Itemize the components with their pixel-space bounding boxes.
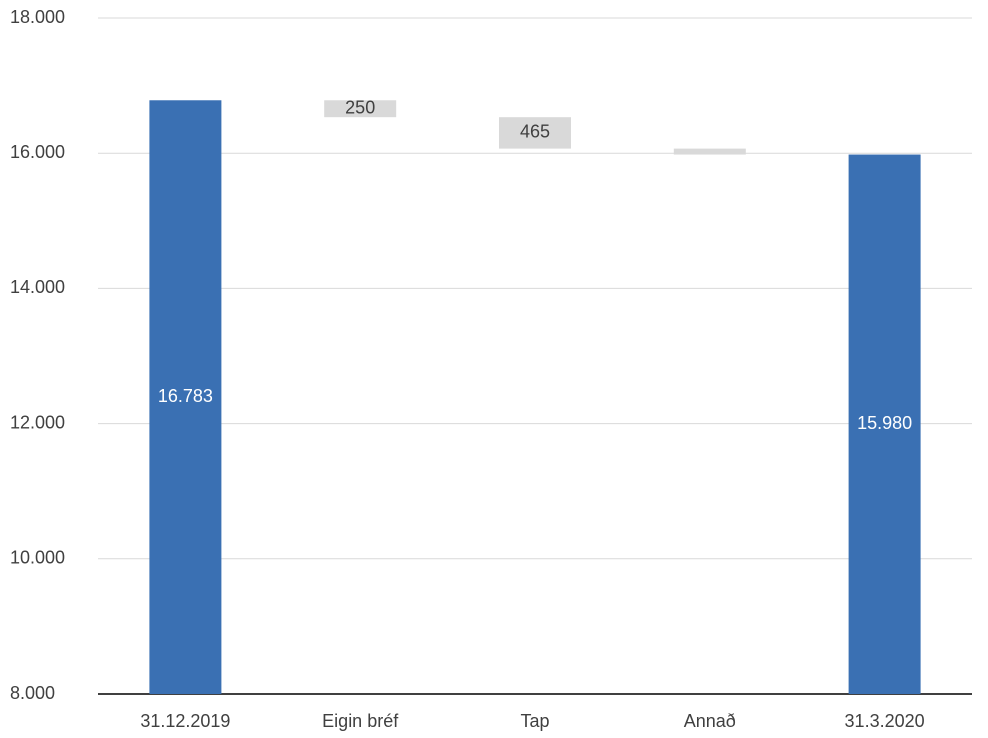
x-tick-label: 31.3.2020 bbox=[845, 711, 925, 731]
y-tick-label: 12.000 bbox=[10, 412, 65, 432]
y-tick-label: 18.000 bbox=[10, 7, 65, 27]
y-tick-label: 16.000 bbox=[10, 142, 65, 162]
x-tick-label: Tap bbox=[520, 711, 549, 731]
bar bbox=[499, 117, 571, 149]
bar bbox=[149, 100, 222, 694]
bar bbox=[324, 100, 397, 118]
y-tick-label: 10.000 bbox=[10, 548, 65, 568]
bar bbox=[848, 154, 921, 694]
data-label: 465 bbox=[520, 122, 550, 142]
x-tick-label: Eigin bréf bbox=[322, 711, 399, 731]
y-tick-label: 14.000 bbox=[10, 277, 65, 297]
data-label: 15.980 bbox=[857, 413, 912, 433]
x-tick-label: 31.12.2019 bbox=[140, 711, 230, 731]
bar bbox=[673, 148, 746, 155]
data-label: 250 bbox=[345, 97, 375, 117]
y-tick-label: 8.000 bbox=[10, 683, 55, 703]
x-tick-label: Annað bbox=[684, 711, 736, 731]
data-label: 16.783 bbox=[158, 386, 213, 406]
